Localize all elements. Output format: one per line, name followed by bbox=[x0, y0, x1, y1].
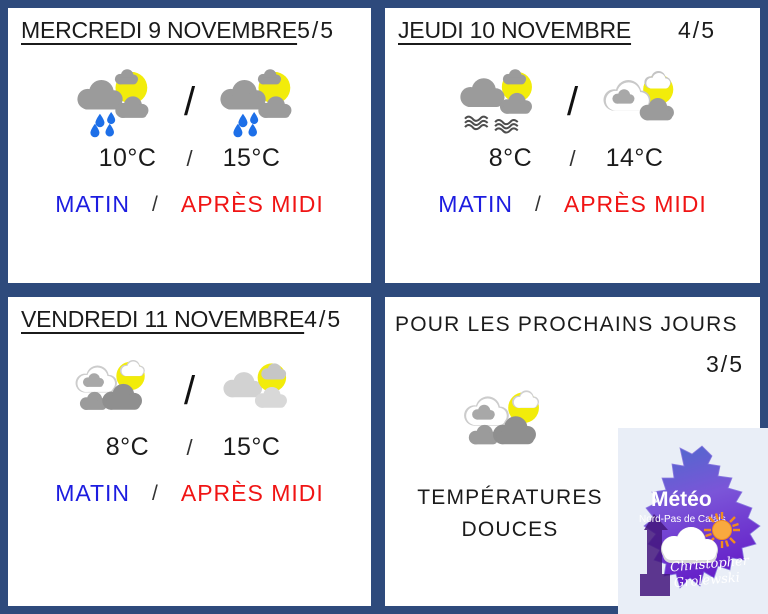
weather-icon-wrap bbox=[385, 386, 635, 462]
logo-title: Météo bbox=[651, 488, 712, 511]
confidence-rating: 5/5 bbox=[297, 17, 336, 43]
card-header: MERCREDI 9 NOVEMBRE 5/5 bbox=[8, 8, 371, 44]
sun-clouds-fog-icon bbox=[455, 66, 547, 138]
slash-separator: / bbox=[186, 434, 193, 460]
card-header: JEUDI 10 NOVEMBRE 4/5 bbox=[385, 8, 760, 44]
sun-mixed-clouds-icon bbox=[459, 386, 561, 462]
weather-icons-row: / bbox=[385, 66, 760, 138]
forecast-card-thursday: JEUDI 10 NOVEMBRE 4/5 / 8°C / 14°C MATIN… bbox=[385, 8, 760, 283]
confidence-rating: 4/5 bbox=[304, 306, 343, 332]
day-title: MERCREDI 9 NOVEMBRE bbox=[21, 17, 298, 43]
belfry-icon bbox=[640, 514, 670, 596]
forecast-card-friday: VENDREDI 11 NOVEMBRE 4/5 / 8°C / 15°C MA… bbox=[8, 297, 371, 606]
slash-separator: / bbox=[183, 368, 196, 413]
temperatures-row: 8°C / 15°C bbox=[8, 433, 371, 462]
cloud-icon bbox=[661, 527, 718, 563]
afternoon-temperature: 14°C bbox=[605, 144, 664, 172]
morning-label: MATIN bbox=[55, 480, 131, 506]
afternoon-label: APRÈS MIDI bbox=[180, 191, 324, 217]
card-header: VENDREDI 11 NOVEMBRE 4/5 bbox=[8, 297, 371, 333]
temperatures-row: 10°C / 15°C bbox=[8, 144, 371, 173]
sun-icon bbox=[704, 512, 740, 548]
afternoon-temperature: 15°C bbox=[222, 433, 281, 461]
slash-separator: / bbox=[569, 145, 576, 171]
day-title: JEUDI 10 NOVEMBRE bbox=[398, 17, 632, 43]
period-labels-row: MATIN / APRÈS MIDI bbox=[385, 191, 760, 218]
sun-clouds-rain-icon bbox=[72, 66, 164, 138]
morning-label: MATIN bbox=[438, 191, 514, 217]
slash-separator: / bbox=[535, 192, 542, 216]
temperatures-row: 8°C / 14°C bbox=[385, 144, 760, 173]
logo-signature-line1: Christopher bbox=[670, 554, 751, 576]
morning-label: MATIN bbox=[55, 191, 131, 217]
outlook-text-line1: TEMPÉRATURES bbox=[417, 486, 603, 509]
period-labels-row: MATIN / APRÈS MIDI bbox=[8, 480, 371, 507]
afternoon-label: APRÈS MIDI bbox=[563, 191, 707, 217]
outlook-title: POUR LES PROCHAINS JOURS bbox=[395, 313, 738, 336]
weather-icons-row: / bbox=[8, 66, 371, 138]
period-labels-row: MATIN / APRÈS MIDI bbox=[8, 191, 371, 218]
sun-white-gray-clouds-icon bbox=[598, 66, 690, 138]
logo-subtitle: Nord-Pas de Calais bbox=[639, 514, 726, 525]
morning-temperature: 8°C bbox=[105, 433, 150, 461]
outlook-text-line2: DOUCES bbox=[461, 517, 559, 541]
slash-separator: / bbox=[152, 481, 159, 505]
confidence-rating: 4/5 bbox=[678, 17, 716, 43]
slash-separator: / bbox=[566, 79, 579, 124]
sun-mixed-clouds-icon bbox=[72, 355, 164, 427]
day-title: VENDREDI 11 NOVEMBRE bbox=[21, 306, 305, 332]
meteo-nord-pas-de-calais-logo: Météo Nord-Pas de Calais C bbox=[639, 445, 761, 596]
afternoon-label: APRÈS MIDI bbox=[180, 480, 324, 506]
slash-separator: / bbox=[186, 145, 193, 171]
sun-light-clouds-icon bbox=[215, 355, 307, 427]
afternoon-temperature: 15°C bbox=[222, 144, 281, 172]
slash-separator: / bbox=[183, 79, 196, 124]
logo-signature-line2: Grolewski bbox=[673, 570, 740, 591]
outlook-text: TEMPÉRATURES DOUCES bbox=[385, 482, 635, 545]
morning-temperature: 8°C bbox=[488, 144, 533, 172]
morning-temperature: 10°C bbox=[98, 144, 157, 172]
slash-separator: / bbox=[152, 192, 159, 216]
forecast-card-wednesday: MERCREDI 9 NOVEMBRE 5/5 / 10°C / 15°C MA… bbox=[8, 8, 371, 283]
sun-clouds-rain-icon bbox=[215, 66, 307, 138]
confidence-rating: 3/5 bbox=[706, 351, 744, 377]
weather-icons-row: / bbox=[8, 355, 371, 427]
